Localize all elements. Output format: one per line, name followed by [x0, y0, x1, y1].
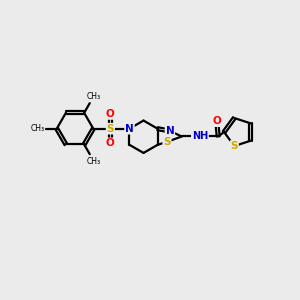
Text: CH₃: CH₃	[87, 92, 101, 100]
Text: O: O	[212, 116, 221, 126]
Text: S: S	[230, 141, 238, 151]
Text: S: S	[106, 124, 114, 134]
Text: N: N	[166, 126, 174, 136]
Text: NH: NH	[192, 131, 208, 142]
Text: O: O	[106, 109, 115, 119]
Text: O: O	[106, 138, 115, 148]
Text: CH₃: CH₃	[87, 157, 101, 166]
Text: S: S	[163, 137, 171, 147]
Text: N: N	[125, 124, 134, 134]
Text: CH₃: CH₃	[30, 124, 44, 133]
